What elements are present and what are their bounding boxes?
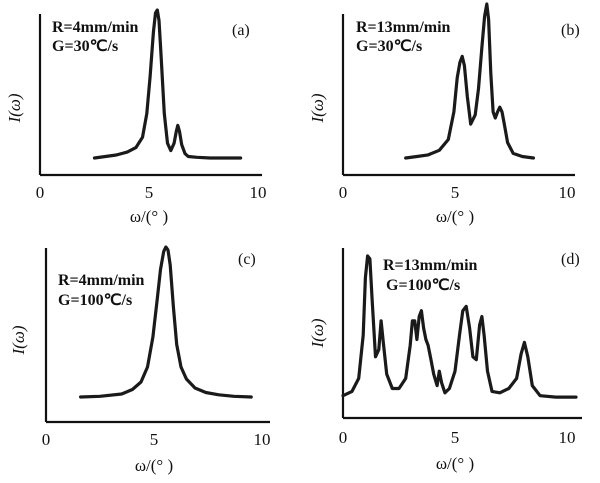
panel-label: (a) (232, 22, 250, 39)
annotation-rate: R=13mm/min (383, 257, 478, 274)
annotation-rate: R=4mm/min (58, 272, 145, 289)
y-axis-label: I(ω) (5, 93, 24, 123)
x-tick-label: 5 (451, 183, 460, 202)
x-axis-label: ω/(° ) (436, 454, 474, 473)
y-axis-label: I(ω) (9, 325, 28, 355)
y-axis-label: I(ω) (308, 318, 327, 348)
panel-label: (c) (238, 251, 256, 268)
data-line-series (92, 8, 243, 160)
panel-c: (c) R=4mm/min G=100℃/s I(ω) 0 5 10 ω/(° … (9, 245, 271, 475)
x-tick-label: 10 (250, 183, 267, 202)
x-axis-label: ω/(° ) (135, 456, 173, 475)
panel-a: (a) R=4mm/min G=30℃/s I(ω) 0 5 10 ω/(° ) (5, 8, 267, 226)
data-line-series (79, 245, 253, 399)
annotation-gradient: G=30℃/s (356, 38, 422, 55)
data-line-series (404, 2, 535, 160)
x-tick-label: 0 (36, 183, 45, 202)
x-tick-label: 0 (42, 430, 51, 449)
x-axis-label: ω/(° ) (436, 207, 474, 226)
annotation-rate: R=13mm/min (356, 19, 451, 36)
annotation-gradient: G=100℃/s (58, 292, 132, 309)
panel-d: (d) R=13mm/min G=100℃/s I(ω) 0 5 10 ω/(°… (308, 248, 582, 473)
x-tick-label: 5 (451, 428, 460, 447)
x-tick-label: 10 (559, 428, 576, 447)
annotation-gradient: G=30℃/s (52, 38, 118, 55)
x-tick-label: 5 (145, 183, 154, 202)
panel-b: (b) R=13mm/min G=30℃/s I(ω) 0 5 10 ω/(° … (308, 2, 580, 226)
panel-label: (b) (561, 22, 580, 39)
x-tick-label: 0 (339, 183, 348, 202)
annotation-gradient: G=100℃/s (386, 277, 460, 294)
x-tick-label: 10 (559, 183, 576, 202)
x-axis-label: ω/(° ) (130, 207, 168, 226)
x-tick-label: 10 (254, 430, 271, 449)
y-axis-label: I(ω) (308, 93, 327, 123)
data-line-series (341, 254, 578, 399)
x-tick-label: 5 (150, 430, 159, 449)
panel-label: (d) (561, 251, 580, 268)
x-tick-label: 0 (339, 428, 348, 447)
annotation-rate: R=4mm/min (52, 19, 139, 36)
